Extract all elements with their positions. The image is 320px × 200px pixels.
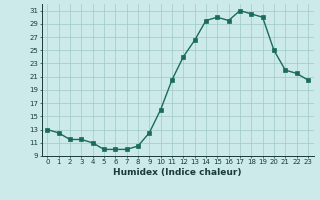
- X-axis label: Humidex (Indice chaleur): Humidex (Indice chaleur): [113, 168, 242, 177]
